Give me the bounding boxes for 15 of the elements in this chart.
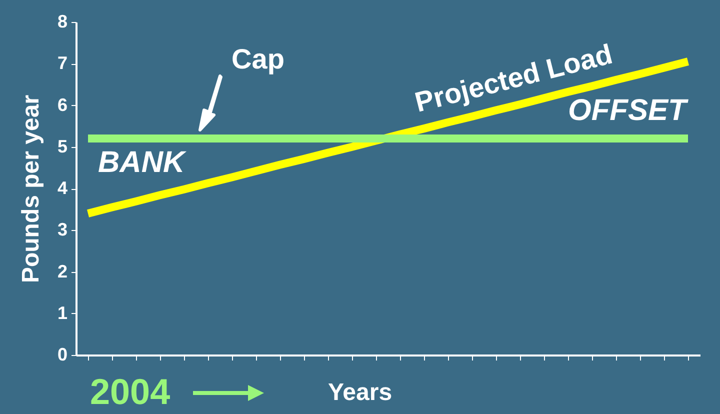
- text: 2004: [90, 371, 170, 412]
- y-tick-label: 6: [57, 94, 68, 115]
- y-tick-label: 2: [57, 261, 68, 282]
- y-tick-label: 8: [57, 12, 68, 32]
- x-axis-title: Years: [328, 379, 392, 406]
- y-tick-label: 7: [57, 53, 68, 74]
- y-tick-label: 3: [57, 220, 68, 240]
- y-tick-label: 1: [57, 302, 68, 323]
- y-tick-label: 0: [57, 344, 68, 364]
- y-tick-label: 5: [57, 136, 68, 156]
- y-tick-label: 4: [57, 178, 68, 198]
- annotation: OFFSET: [568, 94, 686, 127]
- text: Cap: [232, 44, 284, 75]
- annotation: BANK: [98, 146, 185, 179]
- y-axis-title: Pounds per year: [17, 94, 44, 284]
